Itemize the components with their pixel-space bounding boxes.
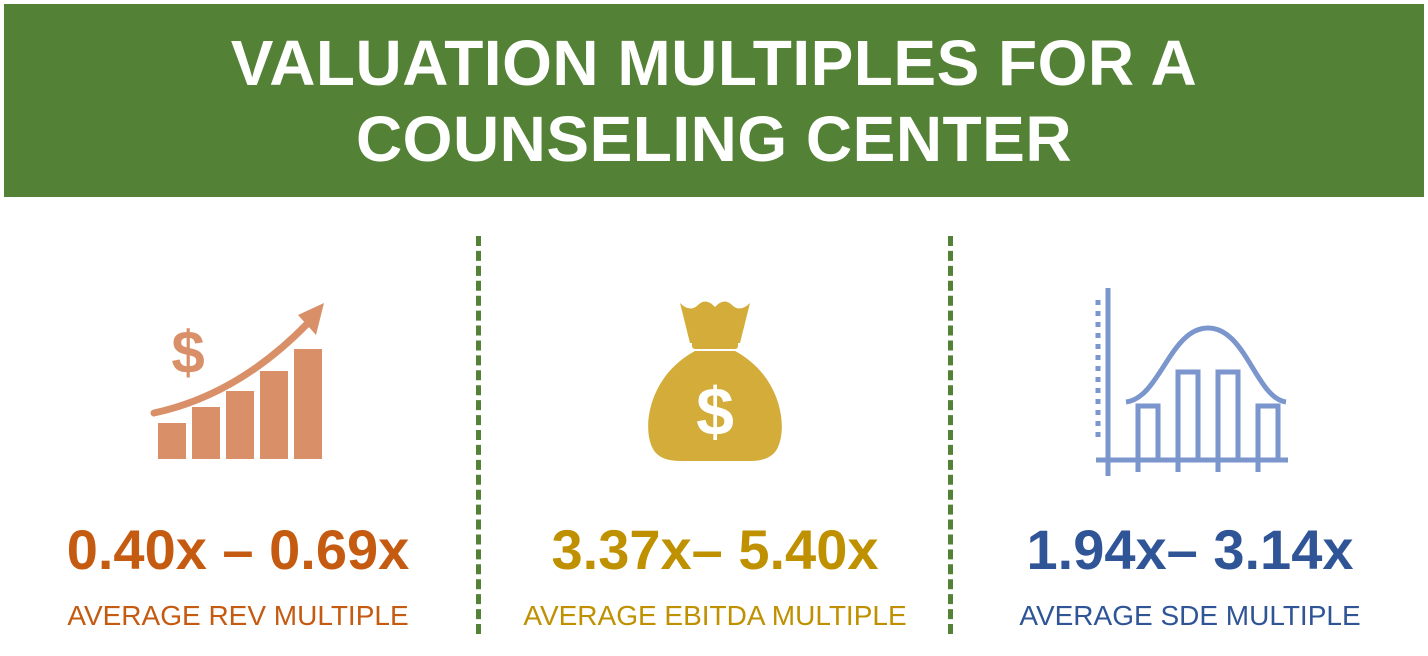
ebitda-multiple-value: 3.37x– 5.40x xyxy=(551,518,879,581)
title-line-1: VALUATION MULTIPLES FOR A xyxy=(230,26,1198,99)
money-bag-icon: $ xyxy=(648,301,782,461)
ebitda-multiple-label: AVERAGE EBITDA MULTIPLE xyxy=(523,600,907,631)
title-banner: VALUATION MULTIPLES FOR A COUNSELING CEN… xyxy=(4,4,1424,197)
growth-chart-dollar-icon: $ xyxy=(150,303,324,459)
ebitda-multiple-card: $ 3.37x– 5.40x AVERAGE EBITDA MULTIPLE xyxy=(485,230,945,650)
rev-multiple-card: $ 0.40x – 0.69x AVERAGE REV MULTIPLE xyxy=(8,230,468,650)
sde-multiple-value: 1.94x– 3.14x xyxy=(1026,518,1354,581)
svg-text:$: $ xyxy=(171,319,204,386)
dashed-divider-right xyxy=(948,236,953,634)
dashed-divider-left xyxy=(476,236,481,634)
title-line-2: COUNSELING CENTER xyxy=(355,102,1073,175)
rev-multiple-label: AVERAGE REV MULTIPLE xyxy=(67,600,409,631)
bell-curve-histogram-icon xyxy=(1095,288,1288,476)
sde-multiple-label: AVERAGE SDE MULTIPLE xyxy=(1019,600,1361,631)
rev-multiple-value: 0.40x – 0.69x xyxy=(66,518,410,581)
sde-multiple-card: 1.94x– 3.14x AVERAGE SDE MULTIPLE xyxy=(960,230,1420,650)
svg-text:$: $ xyxy=(696,374,734,450)
